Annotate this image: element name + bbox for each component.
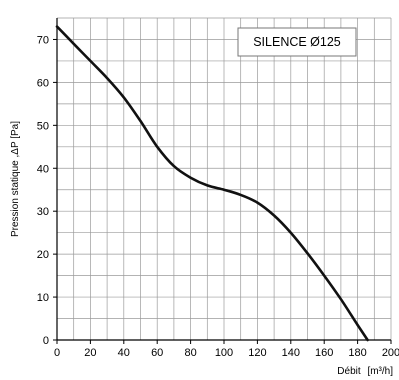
x-tick-label: 0 xyxy=(54,347,60,359)
legend: SILENCE Ø125 xyxy=(237,27,357,57)
x-tick-label: 140 xyxy=(282,347,300,359)
y-tick-label: 0 xyxy=(43,335,49,347)
x-tick-label: 200 xyxy=(382,347,399,359)
series-line xyxy=(55,25,369,342)
x-tick-label: 40 xyxy=(118,347,130,359)
y-tick-label: 70 xyxy=(37,34,49,46)
tick-labels: 0 20 40 60 80 100 120 140 160 180 200 0 10 20 30 40 50 60… xyxy=(37,34,399,359)
x-axis-label-main: Débit xyxy=(337,366,361,377)
legend-box xyxy=(237,27,357,57)
x-tick-label: 20 xyxy=(84,347,96,359)
y-tick-label: 20 xyxy=(37,249,49,261)
y-tick-label: 60 xyxy=(37,77,49,89)
x-axis-label-unit: [m³/h] xyxy=(367,366,393,377)
y-tick-label: 30 xyxy=(37,206,49,218)
x-tick-label: 180 xyxy=(348,347,366,359)
y-axis-label: Pression statique ,ΔP [Pa] xyxy=(10,121,21,237)
grid xyxy=(56,17,392,341)
y-tick-label: 10 xyxy=(37,292,49,304)
series xyxy=(55,25,369,342)
x-tick-label: 60 xyxy=(151,347,163,359)
x-tick-label: 100 xyxy=(215,347,233,359)
legend-label: SILENCE Ø125 xyxy=(253,35,341,49)
x-axis-label: Débit [m³/h] xyxy=(337,366,393,377)
x-tick-label: 80 xyxy=(184,347,196,359)
y-tick-label: 50 xyxy=(37,120,49,132)
y-tick-label: 40 xyxy=(37,163,49,175)
x-tick-label: 160 xyxy=(315,347,333,359)
x-tick-label: 120 xyxy=(248,347,266,359)
